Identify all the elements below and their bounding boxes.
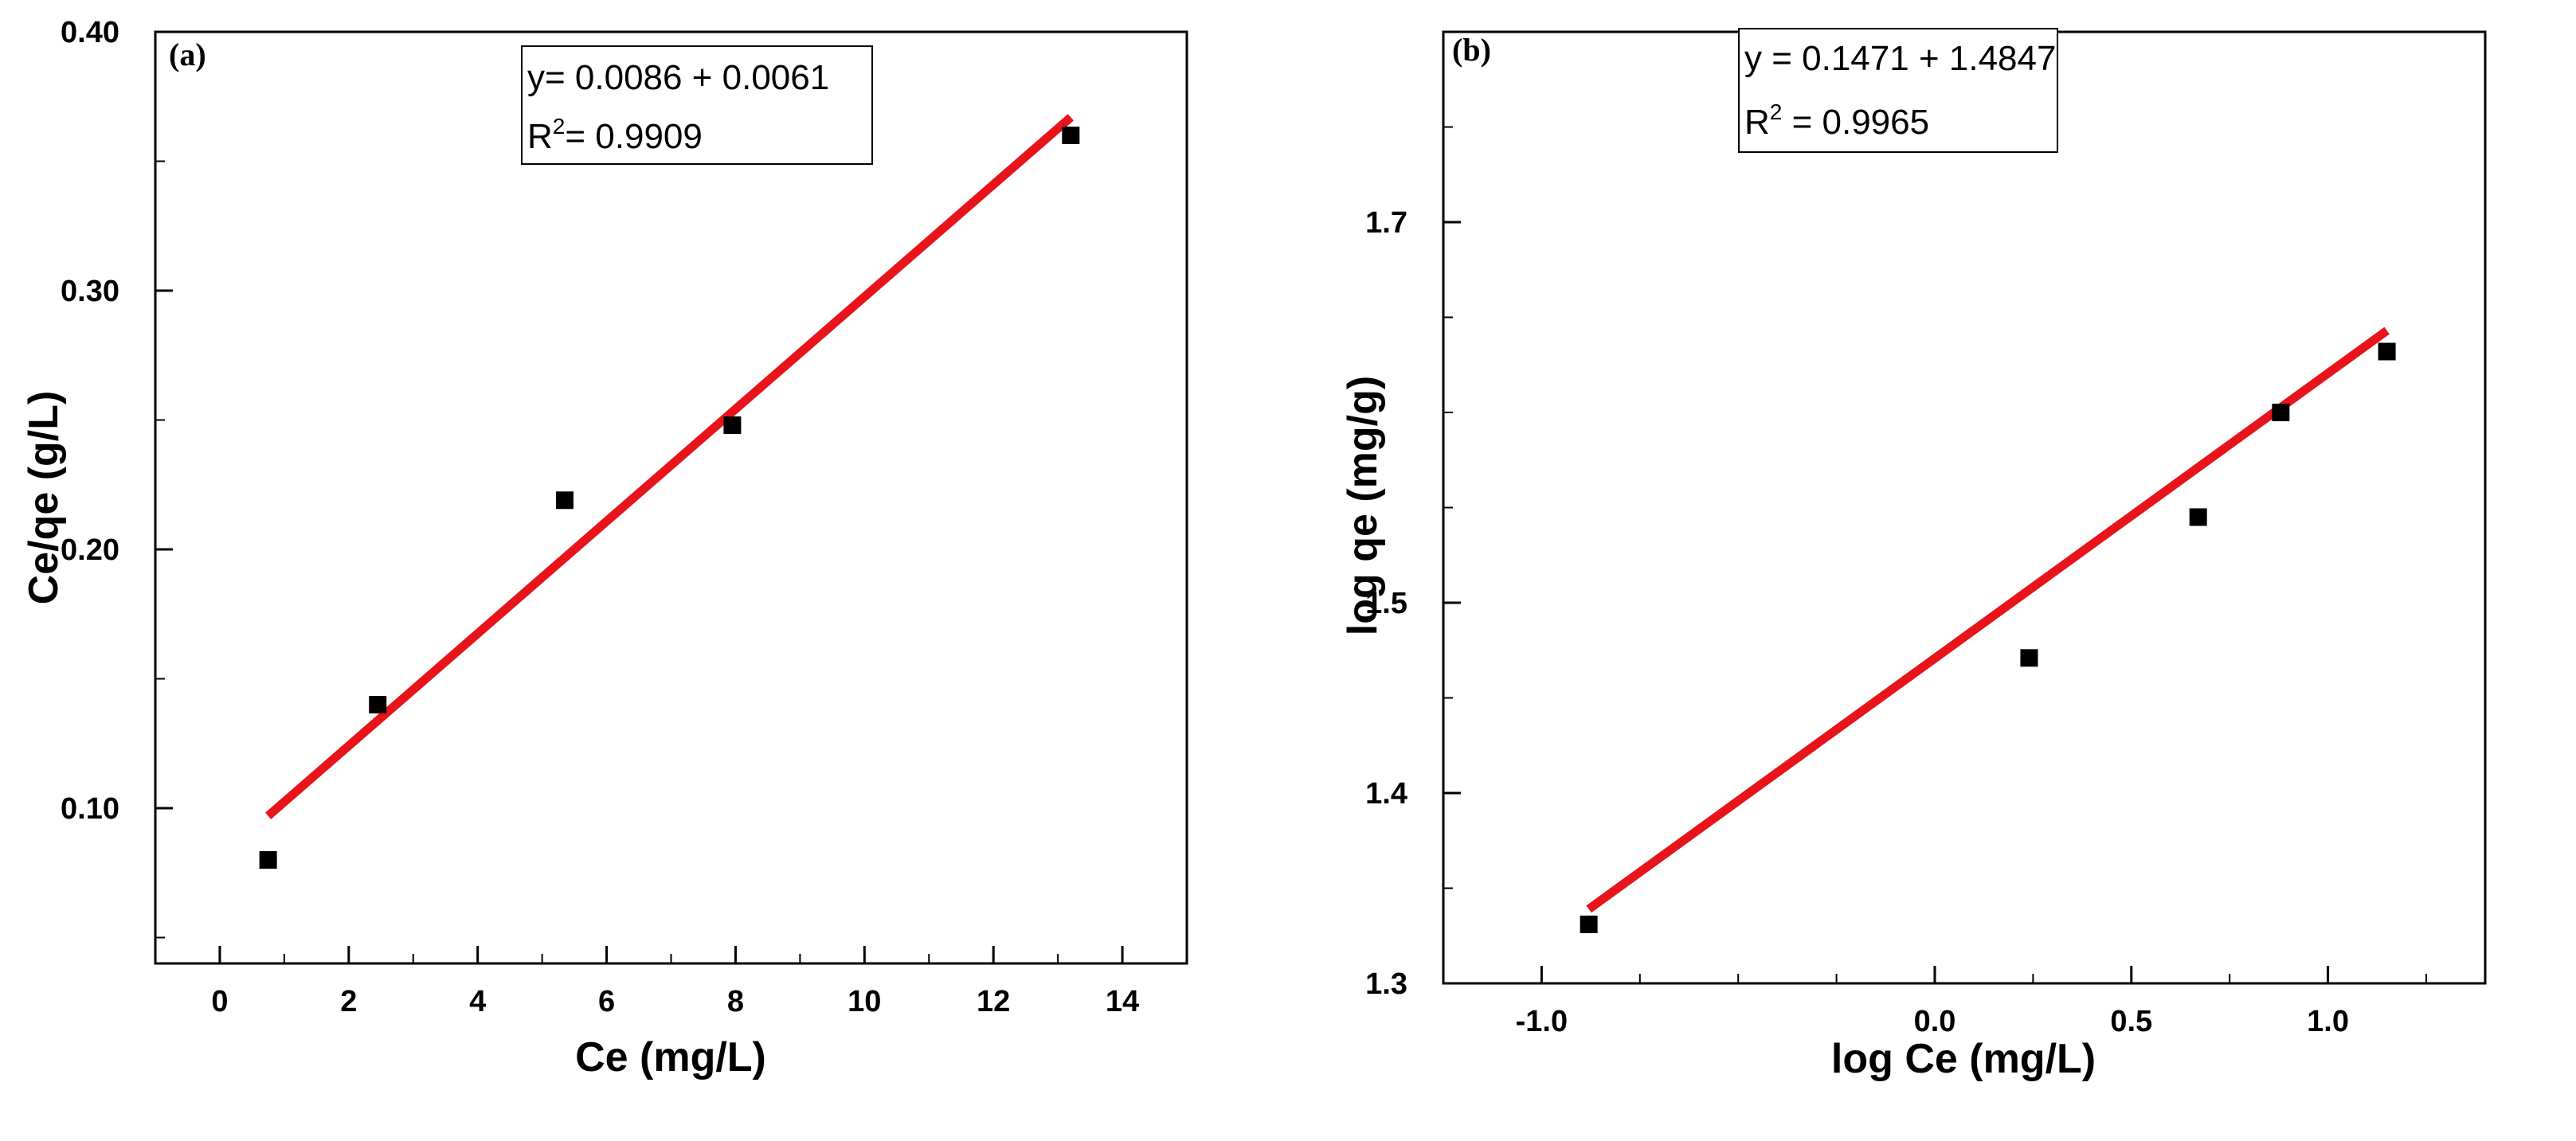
y-tick-label: 0.30 [61, 275, 119, 308]
equation-box-b [1738, 28, 2058, 153]
x-tick-label: 0.5 [2110, 1005, 2152, 1038]
x-tick-label: 8 [727, 985, 744, 1018]
data-points-a [259, 127, 1080, 869]
x-tick-label: 12 [977, 985, 1010, 1018]
data-point [1062, 127, 1080, 144]
x-tick-label: 2 [340, 985, 357, 1018]
r2-label-a: R [527, 117, 553, 156]
plot-frame-b [1442, 30, 2487, 985]
equation-text-b: y = 0.1471 + 1.4847 [1744, 39, 2056, 78]
data-point [2378, 342, 2396, 361]
y-tick-label: 1.7 [1365, 206, 1407, 240]
x-tick-label: 1.0 [2307, 1005, 2349, 1038]
y-tick-label: 1.3 [1365, 967, 1407, 1001]
equation-text-a: y= 0.0086 + 0.0061 [527, 58, 829, 97]
y-tick-label: 0.20 [61, 533, 119, 567]
fit-line-b [1586, 326, 2390, 913]
data-points-b [1580, 342, 2396, 933]
r2-text-a: R2= 0.9909 [527, 114, 703, 156]
x-tick-label: 4 [469, 985, 486, 1018]
data-point [369, 696, 387, 713]
data-point [2020, 649, 2038, 667]
x-ticks-b: -1.0 0.0 0.5 1.0 [1443, 966, 2427, 1038]
y-tick-label: 0.40 [61, 16, 119, 49]
x-tick-label: 0.0 [1914, 1005, 1956, 1038]
panel-b: (b) -1.0 0.0 0.5 1.0 1.3 1.4 1.5 1.7 y = 0.147… [1340, 28, 2487, 1082]
r2-superscript-b: 2 [1770, 100, 1783, 124]
x-tick-label: 10 [848, 985, 881, 1018]
data-point [259, 851, 277, 869]
x-axis-title-a: Ce (mg/L) [575, 1034, 766, 1080]
r2-label-b: R [1744, 103, 1770, 142]
data-point [555, 491, 574, 510]
plot-frame-a [154, 30, 1188, 965]
y-tick-label: 1.5 [1365, 587, 1407, 620]
x-tick-label: 6 [598, 985, 615, 1018]
x-tick-label: 0 [211, 985, 228, 1018]
fit-line [1586, 326, 2390, 913]
r2-value-a: = 0.9909 [565, 117, 703, 156]
fit-line-a [265, 114, 1074, 819]
fit-line [265, 114, 1074, 819]
y-axis-title-a: Ce/qe (g/L) [21, 391, 67, 605]
y-axis-title-b: log qe (mg/g) [1340, 376, 1386, 635]
panel-label-a: (a) [169, 37, 206, 72]
data-point [723, 416, 742, 434]
equation-box-a [521, 45, 873, 165]
r2-text-b: R2 = 0.9965 [1744, 100, 1929, 142]
panel-a: (a) 0 2 4 6 8 10 12 14 0.10 0.20 0.30 0.40 y= 0.00… [21, 16, 1188, 1080]
x-ticks-a: 0 2 4 6 8 10 12 14 [155, 946, 1188, 1018]
data-point [2272, 404, 2290, 421]
y-ticks-b: 1.3 1.4 1.5 1.7 [1365, 31, 1461, 1001]
y-tick-label: 1.4 [1365, 777, 1407, 811]
x-tick-label: -1.0 [1516, 1005, 1568, 1038]
x-tick-label: 14 [1106, 985, 1139, 1018]
data-point [1580, 915, 1598, 933]
y-ticks-a: 0.10 0.20 0.30 0.40 [61, 16, 173, 939]
x-axis-title-b: log Ce (mg/L) [1831, 1036, 2096, 1082]
r2-value-b: = 0.9965 [1782, 103, 1929, 142]
r2-superscript-a: 2 [553, 114, 566, 139]
panel-label-b: (b) [1452, 32, 1491, 68]
y-tick-label: 0.10 [61, 792, 119, 826]
data-point [2189, 508, 2207, 526]
